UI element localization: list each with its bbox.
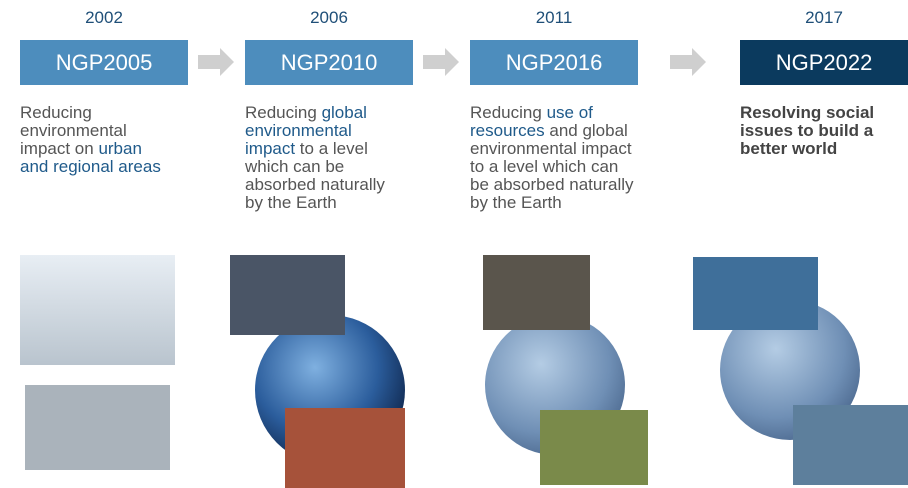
version-box: NGP2022 xyxy=(740,40,908,85)
description-line: environmental impact xyxy=(470,140,634,158)
description-line: resources and global xyxy=(470,122,634,140)
highlight-text: use of xyxy=(546,103,593,122)
description-line: Reducing use of xyxy=(470,104,634,122)
scrap-photo xyxy=(285,408,405,488)
description-line: impact to a level xyxy=(245,140,385,158)
text: Reducing xyxy=(245,103,322,122)
smoke-photo xyxy=(230,255,345,335)
description-line: issues to build a xyxy=(740,122,874,140)
description-line: absorbed naturally xyxy=(245,176,385,194)
description-line: environmental xyxy=(245,122,385,140)
text: impact on xyxy=(20,139,99,158)
highlight-text: resources xyxy=(470,121,545,140)
description-line: Reducing xyxy=(20,104,161,122)
version-box: NGP2010 xyxy=(245,40,413,85)
text: environmental xyxy=(20,121,127,140)
text: Reducing xyxy=(20,103,92,122)
text: to a level which can xyxy=(470,157,619,176)
text: environmental impact xyxy=(470,139,632,158)
text: Reducing xyxy=(470,103,547,122)
description-line: better world xyxy=(740,140,874,158)
highlight-text: global xyxy=(321,103,367,122)
text: be absorbed naturally xyxy=(470,175,634,194)
text: to a level xyxy=(295,139,368,158)
description: Reducing environmental impact on urban and … xyxy=(20,104,161,176)
year: 2017 xyxy=(805,8,843,27)
version-box: NGP2016 xyxy=(470,40,638,85)
year: 2011 xyxy=(535,8,573,27)
arrows xyxy=(198,48,706,76)
city-photo xyxy=(20,255,175,365)
description-line: Resolving social xyxy=(740,104,874,122)
description: Reducing global environmental impact to a … xyxy=(245,104,385,212)
text: Resolving social xyxy=(740,103,875,122)
description: Reducing use of resources and global envir… xyxy=(470,104,634,212)
description-line: to a level which can xyxy=(470,158,634,176)
description-line: impact on urban xyxy=(20,140,161,158)
description-line: and regional areas xyxy=(20,158,161,176)
city-photo xyxy=(793,405,908,485)
description-line: by the Earth xyxy=(470,194,634,212)
year: 2002 xyxy=(85,8,123,27)
version-box: NGP2005 xyxy=(20,40,188,85)
traffic-photo xyxy=(25,385,170,470)
forest-photo xyxy=(540,410,648,485)
highlight-text: environmental xyxy=(245,121,352,140)
text: by the Earth xyxy=(245,193,337,212)
description-line: by the Earth xyxy=(245,194,385,212)
text: better world xyxy=(740,139,838,158)
smart-city-photo xyxy=(693,257,818,330)
year: 2006 xyxy=(310,8,348,27)
description-line: environmental xyxy=(20,122,161,140)
mining-photo xyxy=(483,255,590,330)
highlight-text: impact xyxy=(245,139,296,158)
description-line: which can be xyxy=(245,158,385,176)
description: Resolving social issues to build a better … xyxy=(740,104,874,158)
description-line: be absorbed naturally xyxy=(470,176,634,194)
text: absorbed naturally xyxy=(245,175,385,194)
text: by the Earth xyxy=(470,193,562,212)
highlight-text: urban xyxy=(98,139,142,158)
text: and global xyxy=(544,121,628,140)
description-line: Reducing global xyxy=(245,104,385,122)
text: which can be xyxy=(245,157,345,176)
highlight-text: and regional areas xyxy=(20,157,161,176)
text: issues to build a xyxy=(740,121,874,140)
